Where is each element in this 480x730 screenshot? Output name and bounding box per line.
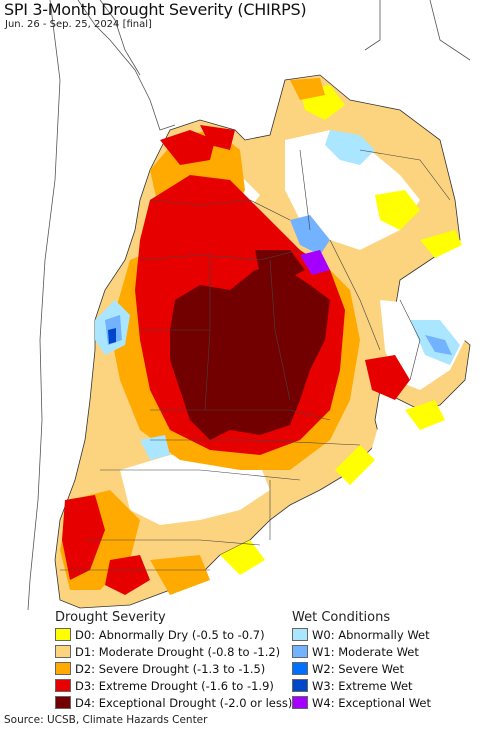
outside-region-outlines	[27, 0, 471, 610]
drought-map	[27, 0, 471, 610]
map-title: SPI 3-Month Drought Severity (CHIRPS)	[4, 0, 307, 19]
drought-legend-heading: Drought Severity	[55, 610, 166, 625]
w3-swatch	[292, 679, 308, 692]
legend-item-w4: W4: Exceptional Wet	[292, 695, 431, 710]
d0-areas	[220, 85, 462, 575]
legend-label: D3: Extreme Drought (-1.6 to -1.9)	[75, 678, 274, 693]
province-borders	[60, 149, 451, 571]
legend-item-d1: D1: Moderate Drought (-0.8 to -1.2)	[55, 644, 280, 659]
d1-swatch	[55, 645, 71, 658]
legend-item-w0: W0: Abnormally Wet	[292, 627, 430, 642]
legend-item-d4: D4: Exceptional Drought (-2.0 or less)	[55, 695, 292, 710]
legend-label: W3: Extreme Wet	[312, 678, 413, 693]
d2-swatch	[55, 662, 71, 675]
legend-item-w1: W1: Moderate Wet	[292, 644, 419, 659]
legend-label: D4: Exceptional Drought (-2.0 or less)	[75, 695, 293, 710]
w1-swatch	[292, 645, 308, 658]
d3-swatch	[55, 679, 71, 692]
legend-label: W0: Abnormally Wet	[312, 627, 430, 642]
legend-item-w3: W3: Extreme Wet	[292, 678, 413, 693]
legend-label: D1: Moderate Drought (-0.8 to -1.2)	[75, 644, 281, 659]
legend-label: D0: Abnormally Dry (-0.5 to -0.7)	[75, 627, 265, 642]
d4-swatch	[55, 696, 71, 709]
legend-label: W4: Exceptional Wet	[312, 695, 431, 710]
legend-item-d2: D2: Severe Drought (-1.3 to -1.5)	[55, 661, 265, 676]
wet-legend-heading: Wet Conditions	[292, 610, 391, 625]
legend-item-d3: D3: Extreme Drought (-1.6 to -1.9)	[55, 678, 274, 693]
legend-label: W1: Moderate Wet	[312, 644, 419, 659]
w4-swatch	[292, 696, 308, 709]
legend-label: D2: Severe Drought (-1.3 to -1.5)	[75, 661, 266, 676]
source-credit: Source: UCSB, Climate Hazards Center	[4, 714, 208, 726]
w0-swatch	[292, 628, 308, 641]
w2-swatch	[292, 662, 308, 675]
legend-item-d0: D0: Abnormally Dry (-0.5 to -0.7)	[55, 627, 265, 642]
d0-swatch	[55, 628, 71, 641]
legend-label: W2: Severe Wet	[312, 661, 404, 676]
legend: Drought Severity Wet Conditions D0: Abno…	[0, 610, 480, 710]
wet-areas	[95, 130, 460, 460]
legend-item-w2: W2: Severe Wet	[292, 661, 404, 676]
map-subtitle: Jun. 26 - Sep. 25, 2024 [final]	[5, 19, 152, 30]
